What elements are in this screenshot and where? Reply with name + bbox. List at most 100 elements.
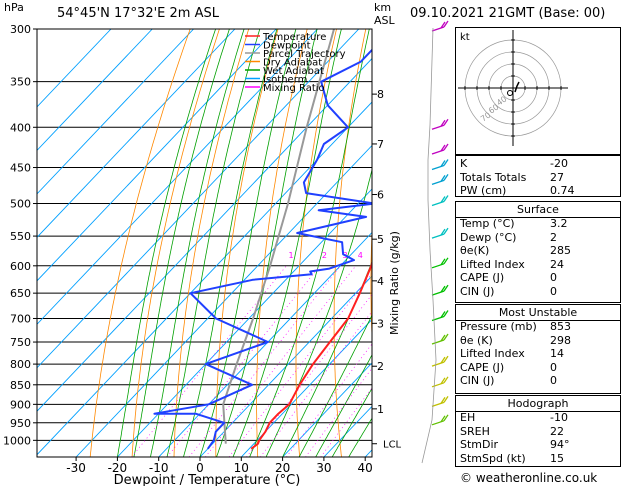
indices-row: PW (cm) 0.74 bbox=[456, 185, 620, 197]
km-tick-label: 8 bbox=[377, 88, 384, 101]
pressure-tick-label: 900 bbox=[10, 398, 31, 411]
hodograph-table-key: StmSpd (kt) bbox=[460, 451, 526, 465]
wet-adiabat-line bbox=[232, 29, 342, 457]
dry-adiabat-line bbox=[131, 29, 220, 457]
wet-adiabat-line bbox=[216, 29, 318, 457]
wind-barb bbox=[431, 174, 449, 185]
wind-barb-flag bbox=[443, 174, 449, 181]
temperature-line bbox=[250, 260, 372, 450]
pressure-tick-label: 350 bbox=[10, 76, 31, 89]
wind-barb-flag bbox=[443, 310, 449, 317]
wind-barb-staff bbox=[431, 361, 445, 367]
km-tick-label: 7 bbox=[377, 138, 384, 151]
pressure-tick-label: 650 bbox=[10, 287, 31, 300]
surface-value: 0 bbox=[550, 271, 557, 284]
hodograph-table-row: StmDir 94° bbox=[456, 439, 620, 451]
surface-key: Temp (°C) bbox=[460, 217, 515, 230]
wind-barb-flag bbox=[440, 21, 446, 29]
wind-barb-flag bbox=[440, 160, 446, 167]
surface-table: Surface Temp (°C) 3.2 Dewp (°C) 2 θe(K) 285 Lif… bbox=[455, 201, 621, 303]
wind-profile-line bbox=[421, 27, 437, 464]
wind-barb-flag bbox=[443, 355, 449, 363]
copyright-label: © weatheronline.co.uk bbox=[460, 471, 598, 485]
isotherm-line bbox=[199, 275, 372, 457]
km-tick-label: 4 bbox=[377, 275, 384, 288]
wind-barb-flag bbox=[440, 228, 446, 236]
hodograph-table-row: StmSpd (kt) 15 bbox=[456, 451, 620, 465]
isotherm-line bbox=[37, 29, 318, 325]
wind-barb-staff bbox=[431, 263, 445, 269]
hodograph-table-value: 15 bbox=[550, 451, 564, 465]
wet-adiabat-line bbox=[249, 29, 370, 457]
hodograph-table-row: EH -10 bbox=[456, 412, 620, 424]
wind-barb-staff bbox=[431, 179, 445, 185]
temperature-tick-label: -10 bbox=[149, 461, 169, 475]
legend-label: Dewpoint bbox=[263, 41, 311, 52]
pressure-tick-label: 700 bbox=[10, 312, 31, 325]
most-unstable-table: Most Unstable Pressure (mb) 853 θe (K) 298 Li… bbox=[455, 304, 621, 394]
pressure-tick-label: 300 bbox=[10, 23, 31, 36]
wind-barb-flag bbox=[440, 119, 446, 127]
wind-barb-flag bbox=[440, 377, 446, 385]
wind-barb-staff bbox=[431, 401, 445, 407]
isotherm-line bbox=[37, 29, 360, 369]
dry-adiabat-line bbox=[333, 29, 367, 457]
legend-label: Temperature bbox=[262, 32, 326, 43]
pressure-tick-label: 500 bbox=[10, 198, 31, 211]
surface-key: θe(K) bbox=[460, 244, 490, 257]
wind-barb-flag bbox=[443, 159, 449, 166]
km-tick-label: 2 bbox=[377, 360, 384, 373]
wet-adiabat-line bbox=[315, 354, 372, 457]
hodograph-table-value: -10 bbox=[550, 411, 568, 424]
wind-barb-flag bbox=[440, 334, 446, 342]
dry-adiabat-line bbox=[295, 29, 337, 457]
wind-barb-staff bbox=[431, 290, 445, 296]
wind-barb-staff bbox=[431, 149, 445, 155]
pressure-tick-label: 550 bbox=[10, 230, 31, 243]
wind-barb-flag bbox=[443, 118, 449, 126]
surface-row: Lifted Index 24 bbox=[456, 258, 620, 271]
wind-barb-flag bbox=[443, 227, 449, 235]
mixing-ratio-label: 6 bbox=[380, 251, 385, 260]
most-unstable-key: Lifted Index bbox=[460, 347, 525, 360]
surface-value: 0 bbox=[550, 284, 557, 298]
km-tick-label: 3 bbox=[377, 317, 384, 330]
isotherm-line bbox=[37, 29, 153, 152]
km-label: km bbox=[374, 1, 392, 14]
surface-divider bbox=[456, 217, 620, 218]
wind-barb-staff bbox=[431, 233, 445, 239]
legend-label: Parcel Trajectory bbox=[263, 49, 346, 60]
most-unstable-value: 0 bbox=[550, 374, 557, 387]
mixing-ratio-line bbox=[260, 310, 372, 457]
most-unstable-key: CIN (J) bbox=[460, 374, 495, 387]
wind-barb-staff bbox=[431, 26, 445, 32]
surface-title: Surface bbox=[517, 203, 559, 216]
most-unstable-value: 14 bbox=[550, 347, 564, 360]
pressure-tick-label: 750 bbox=[10, 336, 31, 349]
wind-barb-staff bbox=[431, 164, 445, 171]
wind-barb-flag bbox=[440, 415, 446, 423]
temperature-tick-label: -20 bbox=[108, 461, 128, 475]
wet-adiabat-line bbox=[166, 29, 261, 457]
mixing-ratio-label: 2 bbox=[322, 251, 327, 260]
mixing-ratio-line bbox=[188, 265, 341, 457]
wind-barb bbox=[431, 227, 449, 239]
wind-barb-flag bbox=[440, 311, 446, 318]
hodograph-table-key: StmDir bbox=[460, 438, 499, 451]
most-unstable-row: CAPE (J) 0 bbox=[456, 361, 620, 374]
pressure-tick-label: 950 bbox=[10, 417, 31, 430]
location-label: 54°45'N 17°32'E 2m ASL bbox=[57, 6, 219, 21]
mixing-ratio-label: 4 bbox=[358, 251, 363, 260]
wind-barb bbox=[431, 118, 449, 130]
indices-key: K bbox=[460, 157, 468, 170]
wind-barb-flag bbox=[440, 396, 446, 404]
indices-row: Totals Totals 27 bbox=[456, 171, 620, 184]
wind-barb-staff bbox=[431, 382, 445, 388]
most-unstable-row: Pressure (mb) 853 bbox=[456, 321, 620, 333]
mixing-ratio-line bbox=[166, 265, 321, 457]
km-tick-label: 5 bbox=[377, 233, 384, 246]
isotherm-line bbox=[37, 29, 236, 238]
wind-barb-flag bbox=[443, 143, 449, 151]
isotherm-line bbox=[158, 231, 372, 457]
hodograph-trace bbox=[514, 81, 520, 93]
